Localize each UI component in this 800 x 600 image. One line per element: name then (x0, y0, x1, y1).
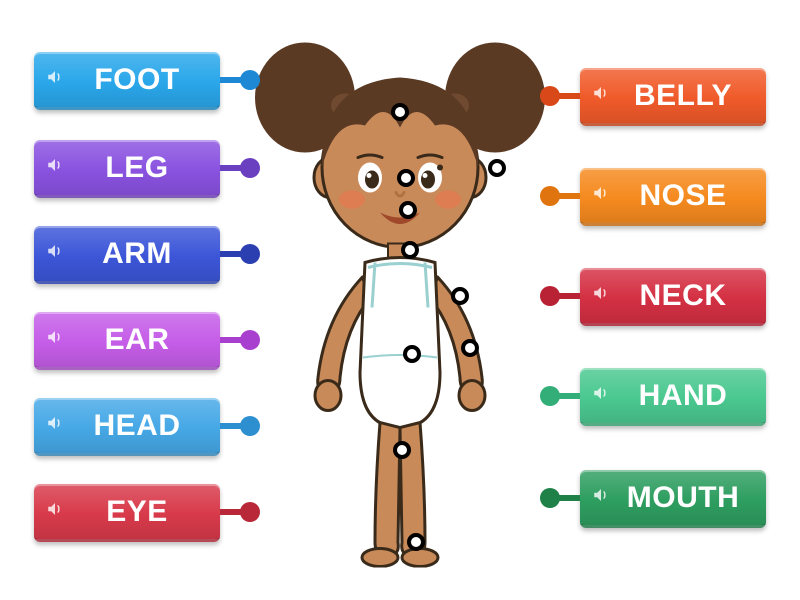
connector (220, 423, 250, 429)
label-leg[interactable]: LEG (34, 140, 220, 198)
connector (220, 165, 250, 171)
label-neck[interactable]: NECK (580, 268, 766, 326)
label-text: MOUTH (610, 481, 766, 515)
connector (220, 251, 250, 257)
connector-knob[interactable] (240, 502, 260, 522)
speaker-icon[interactable] (580, 284, 610, 307)
connector (220, 77, 250, 83)
label-foot[interactable]: FOOT (34, 52, 220, 110)
speaker-icon[interactable] (34, 156, 64, 179)
connector (550, 293, 580, 299)
connector-knob[interactable] (540, 86, 560, 106)
label-text: ARM (64, 237, 220, 271)
connector-knob[interactable] (240, 158, 260, 178)
connector (550, 495, 580, 501)
connector-knob[interactable] (540, 286, 560, 306)
connector-knob[interactable] (540, 186, 560, 206)
target-t-mouth[interactable] (399, 201, 417, 219)
connector-knob[interactable] (240, 416, 260, 436)
speaker-icon[interactable] (34, 414, 64, 437)
connector (220, 509, 250, 515)
label-text: HAND (610, 379, 766, 413)
label-text: EYE (64, 495, 220, 529)
label-head[interactable]: HEAD (34, 398, 220, 456)
label-eye[interactable]: EYE (34, 484, 220, 542)
target-t-nose[interactable] (397, 169, 415, 187)
connector (550, 93, 580, 99)
target-t-ear[interactable] (488, 159, 506, 177)
connector-knob[interactable] (240, 244, 260, 264)
label-hand[interactable]: HAND (580, 368, 766, 426)
speaker-icon[interactable] (34, 328, 64, 351)
speaker-icon[interactable] (34, 500, 64, 523)
label-text: NECK (610, 279, 766, 313)
label-text: HEAD (64, 409, 220, 443)
connector-knob[interactable] (540, 488, 560, 508)
label-text: FOOT (64, 63, 220, 97)
label-belly[interactable]: BELLY (580, 68, 766, 126)
connector-knob[interactable] (540, 386, 560, 406)
label-arm[interactable]: ARM (34, 226, 220, 284)
label-text: EAR (64, 323, 220, 357)
connector (550, 193, 580, 199)
target-t-leg[interactable] (393, 441, 411, 459)
speaker-icon[interactable] (580, 184, 610, 207)
connector-knob[interactable] (240, 330, 260, 350)
target-t-head[interactable] (391, 103, 409, 121)
speaker-icon[interactable] (580, 486, 610, 509)
speaker-icon[interactable] (580, 384, 610, 407)
connector-knob[interactable] (240, 70, 260, 90)
target-t-neck[interactable] (401, 241, 419, 259)
label-text: NOSE (610, 179, 766, 213)
label-nose[interactable]: NOSE (580, 168, 766, 226)
target-t-hand[interactable] (461, 339, 479, 357)
connector (550, 393, 580, 399)
speaker-icon[interactable] (34, 242, 64, 265)
target-t-foot[interactable] (407, 533, 425, 551)
connector (220, 337, 250, 343)
label-text: BELLY (610, 79, 766, 113)
label-ear[interactable]: EAR (34, 312, 220, 370)
speaker-icon[interactable] (34, 68, 64, 91)
target-t-arm[interactable] (451, 287, 469, 305)
speaker-icon[interactable] (580, 84, 610, 107)
target-t-belly[interactable] (403, 345, 421, 363)
label-mouth[interactable]: MOUTH (580, 470, 766, 528)
label-text: LEG (64, 151, 220, 185)
